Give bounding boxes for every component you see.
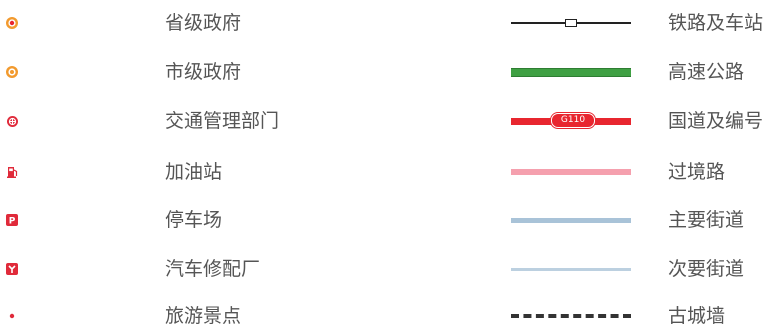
transit-road-line: [510, 154, 632, 190]
legend-item-minor-street: 次要街道: [500, 251, 781, 287]
legend-label: 汽车修配厂: [165, 258, 261, 280]
legend-item-traffic-management: 交通管理部门: [0, 103, 380, 139]
legend-item-tourist-attraction: 旅游景点: [0, 298, 380, 334]
minor-street-line: [510, 251, 632, 287]
gas-station-icon: [0, 154, 24, 190]
legend-label: 国道及编号: [668, 110, 764, 132]
legend-item-transit-road: 过境路: [500, 154, 781, 190]
legend-label: 交通管理部门: [165, 110, 280, 132]
legend-item-main-street: 主要街道: [500, 202, 781, 238]
legend-item-gas-station: 加油站: [0, 154, 380, 190]
legend-label: 铁路及车站: [668, 12, 764, 34]
legend-label: 停车场: [165, 209, 223, 231]
legend-label: 加油站: [165, 161, 223, 183]
railway-station-line: [510, 5, 632, 41]
legend-label: 省级政府: [165, 12, 242, 34]
legend-item-national-road: G110 国道及编号: [500, 103, 781, 139]
road-code-badge: G110: [551, 112, 595, 128]
legend-label: 旅游景点: [165, 305, 242, 327]
legend-item-municipal-government: 市级政府: [0, 54, 380, 90]
auto-repair-icon: [0, 251, 24, 287]
legend-label: 市级政府: [165, 61, 242, 83]
provincial-government-icon: [0, 5, 24, 41]
municipal-government-icon: [0, 54, 24, 90]
legend-label: 高速公路: [668, 61, 745, 83]
expressway-line: [510, 54, 632, 90]
main-street-line: [510, 202, 632, 238]
legend-label: 过境路: [668, 161, 726, 183]
legend-item-railway: 铁路及车站: [500, 5, 781, 41]
tourist-attraction-icon: [0, 298, 24, 334]
legend-item-auto-repair: 汽车修配厂: [0, 251, 380, 287]
legend-label: 次要街道: [668, 258, 745, 280]
legend-item-parking: P 停车场: [0, 202, 380, 238]
legend-item-expressway: 高速公路: [500, 54, 781, 90]
legend-label: 主要街道: [668, 209, 745, 231]
svg-text:P: P: [9, 217, 16, 227]
station-marker: [565, 19, 577, 27]
legend-item-provincial-government: 省级政府: [0, 5, 380, 41]
national-road-line: G110: [510, 103, 632, 139]
parking-icon: P: [0, 202, 24, 238]
legend-item-ancient-city-wall: 古城墙: [500, 298, 781, 334]
traffic-management-icon: [0, 103, 24, 139]
legend-label: 古城墙: [668, 305, 726, 327]
ancient-city-wall-line: [510, 298, 632, 334]
